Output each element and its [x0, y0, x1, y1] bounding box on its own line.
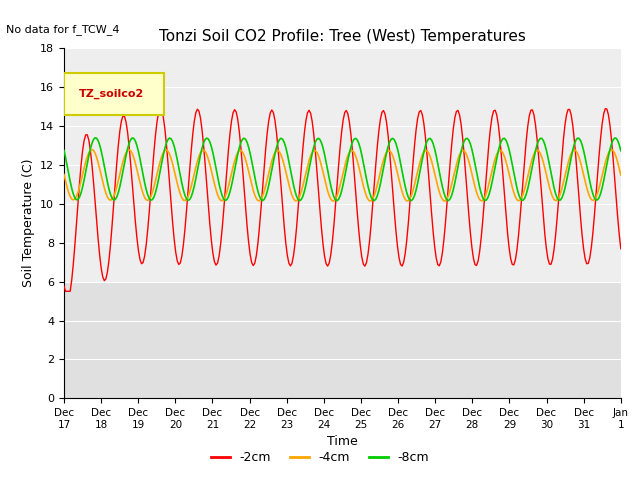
Text: TZ_soilco2: TZ_soilco2: [79, 88, 144, 99]
-4cm: [403, 198, 411, 204]
-2cm: [617, 246, 625, 252]
-2cm: [255, 225, 263, 230]
Legend: -2cm, -4cm, -8cm: -2cm, -4cm, -8cm: [206, 446, 434, 469]
Line: -4cm: -4cm: [64, 149, 621, 201]
-8cm: [333, 198, 341, 204]
Line: -2cm: -2cm: [64, 108, 621, 291]
X-axis label: Time: Time: [327, 435, 358, 448]
Title: Tonzi Soil CO2 Profile: Tree (West) Temperatures: Tonzi Soil CO2 Profile: Tree (West) Temp…: [159, 29, 526, 44]
Bar: [64, 282, 621, 398]
-4cm: [228, 170, 236, 176]
-2cm: [588, 245, 595, 251]
-4cm: [246, 175, 254, 180]
-8cm: [305, 166, 313, 172]
-4cm: [305, 158, 313, 164]
Y-axis label: Soil Temperature (C): Soil Temperature (C): [22, 159, 35, 288]
Text: No data for f_TCW_4: No data for f_TCW_4: [6, 24, 120, 35]
-2cm: [130, 200, 138, 206]
-8cm: [91, 135, 99, 141]
-4cm: [60, 172, 68, 178]
-4cm: [255, 198, 263, 204]
-2cm: [602, 106, 609, 111]
-8cm: [228, 183, 236, 189]
-2cm: [228, 118, 236, 124]
-2cm: [246, 252, 254, 257]
-2cm: [60, 283, 68, 289]
-4cm: [88, 146, 96, 152]
-2cm: [61, 288, 69, 294]
-8cm: [246, 150, 254, 156]
-8cm: [130, 135, 138, 141]
-8cm: [255, 193, 263, 199]
FancyBboxPatch shape: [64, 72, 164, 115]
Bar: [64, 48, 621, 282]
-8cm: [589, 191, 596, 197]
-4cm: [589, 198, 596, 204]
-8cm: [60, 147, 68, 153]
-8cm: [617, 148, 625, 154]
-4cm: [617, 172, 625, 178]
-2cm: [305, 108, 313, 113]
-4cm: [130, 155, 138, 161]
Line: -8cm: -8cm: [64, 138, 621, 201]
